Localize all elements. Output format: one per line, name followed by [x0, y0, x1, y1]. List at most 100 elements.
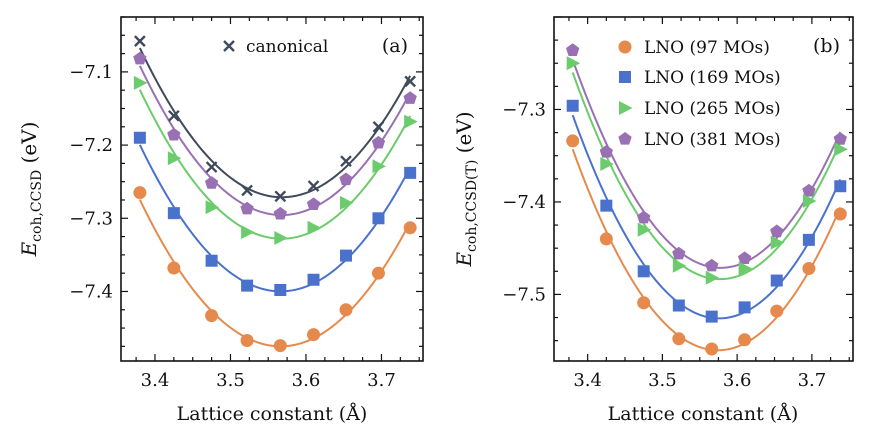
y-axis-label-b-sub: coh,CCSD(T)	[464, 160, 480, 252]
series-line-lno-169-mos-	[138, 144, 412, 293]
data-point	[770, 304, 784, 318]
legend-icon	[618, 40, 632, 54]
data-point	[637, 210, 651, 224]
data-point	[770, 235, 785, 250]
data-point	[770, 224, 784, 238]
data-point	[339, 249, 352, 262]
data-point	[167, 151, 182, 166]
data-point	[802, 233, 815, 246]
data-point	[404, 166, 417, 179]
data-point	[273, 206, 287, 220]
data-point	[404, 114, 418, 129]
y-tick-label: −7.3	[502, 99, 546, 120]
series-line-lno-97-mos-	[138, 199, 412, 348]
data-point	[403, 91, 417, 104]
data-point	[802, 262, 816, 276]
data-point	[371, 135, 386, 149]
data-point	[306, 197, 321, 211]
ticks-a	[121, 16, 423, 361]
data-point	[834, 142, 848, 157]
panel-label-b: (b)	[813, 35, 840, 57]
data-point	[205, 161, 218, 173]
plot-frame-a	[120, 16, 424, 362]
data-point	[372, 212, 385, 225]
data-point	[705, 342, 719, 356]
y-axis-label-a-unit: (eV)	[17, 122, 41, 170]
data-point	[802, 194, 817, 209]
legend-a: canonical	[223, 37, 328, 57]
data-point	[241, 184, 253, 197]
data-point	[133, 186, 147, 200]
legend-icon	[223, 40, 235, 52]
y-tick-label: −7.2	[69, 135, 113, 156]
data-point	[372, 120, 385, 133]
data-point	[566, 43, 580, 56]
tick-labels-b: 3.4 3.5 3.6 3.7 −7.3 −7.4 −7.5	[502, 99, 826, 391]
y-axis-label-a: Ecoh,CCSD (eV)	[17, 122, 45, 258]
data-point	[167, 261, 181, 275]
legend-label-canonical: canonical	[246, 37, 328, 57]
x-tick-label: 3.5	[216, 370, 245, 391]
data-point	[167, 127, 181, 141]
data-point	[637, 265, 650, 278]
markers-b	[566, 43, 848, 356]
data-point	[566, 56, 581, 71]
data-point	[672, 246, 686, 260]
y-tick-label: −7.4	[69, 281, 113, 302]
data-point	[274, 231, 288, 246]
data-point	[339, 172, 353, 186]
plot-frame-b	[553, 16, 854, 362]
legend-label-381: LNO (381 MOs)	[644, 130, 781, 150]
data-point	[738, 261, 753, 276]
y-axis-label-a-sub: coh,CCSD	[29, 170, 45, 242]
x-tick-label: 3.5	[648, 370, 677, 391]
legend-icon	[619, 101, 633, 115]
data-point	[167, 207, 180, 220]
data-point	[599, 145, 613, 158]
data-point	[204, 176, 219, 189]
data-point	[168, 109, 180, 122]
y-axis-label-b: Ecoh,CCSD(T) (eV)	[452, 111, 480, 267]
x-axis-label-b: Lattice constant (Å)	[608, 403, 799, 425]
legend-icon	[618, 132, 632, 145]
legend-b: LNO (97 MOs) LNO (169 MOs) LNO (265 MOs)…	[618, 38, 781, 150]
data-point	[600, 157, 614, 172]
data-point	[134, 35, 146, 48]
series-line-canonical	[138, 47, 412, 199]
y-tick-label: −7.1	[69, 62, 113, 83]
legend-label-169: LNO (169 MOs)	[644, 68, 781, 88]
panel-a: 3.4 3.5 3.6 3.7 −7.1 −7.2 −7.3 −7.4 (a) canonic…	[17, 16, 424, 425]
legend-label-97: LNO (97 MOs)	[644, 38, 770, 58]
data-point	[834, 180, 847, 193]
data-point	[205, 254, 218, 267]
data-point	[133, 131, 146, 144]
data-point	[737, 251, 752, 265]
y-tick-label: −7.3	[69, 208, 113, 229]
data-point	[833, 207, 847, 221]
data-point	[600, 199, 613, 212]
data-point	[339, 303, 353, 317]
data-point	[340, 155, 352, 168]
data-point	[802, 183, 816, 197]
data-point	[274, 284, 287, 297]
y-tick-label: −7.5	[502, 284, 546, 305]
x-tick-label: 3.4	[573, 370, 602, 391]
ticks-b	[554, 16, 853, 361]
data-point	[833, 132, 847, 145]
x-axis-label-a: Lattice constant (Å)	[177, 403, 368, 425]
data-point	[404, 75, 417, 88]
x-tick-label: 3.7	[798, 370, 827, 391]
data-point	[240, 201, 254, 215]
data-point	[705, 270, 720, 285]
data-point	[372, 159, 386, 174]
legend-label-265: LNO (265 MOs)	[644, 99, 781, 119]
x-tick-label: 3.7	[367, 370, 396, 391]
y-axis-label-b-unit: (eV)	[452, 111, 476, 159]
data-point	[371, 266, 385, 280]
x-tick-label: 3.4	[141, 370, 170, 391]
data-point	[566, 99, 579, 112]
x-tick-label: 3.6	[723, 370, 752, 391]
data-point	[672, 299, 685, 312]
y-axis-label-a-main: E	[17, 241, 41, 257]
